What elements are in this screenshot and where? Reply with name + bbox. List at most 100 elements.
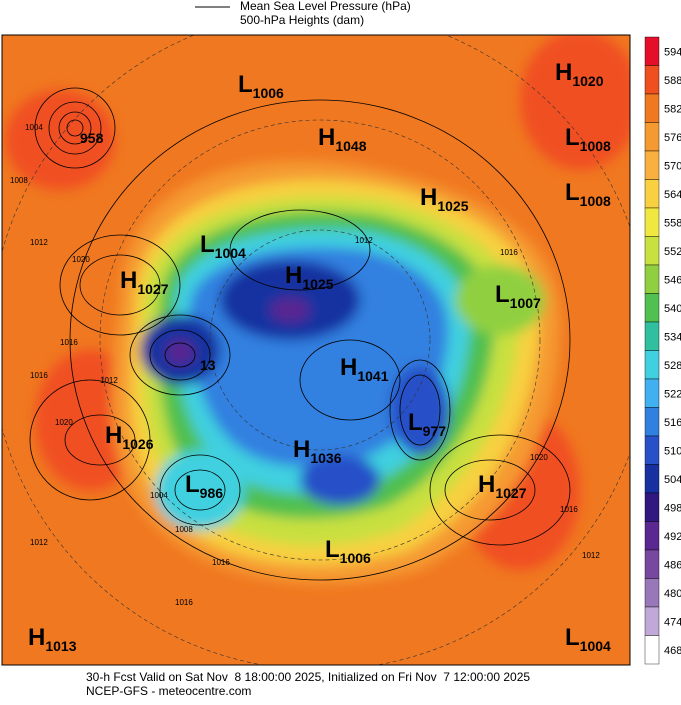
pressure-center: L986 xyxy=(185,471,223,501)
center-value: 1027 xyxy=(137,281,168,297)
isobars xyxy=(29,87,571,581)
contour-label: 1020 xyxy=(72,255,90,264)
pressure-center: L1006 xyxy=(238,71,284,101)
center-letter: H xyxy=(28,624,45,651)
colorbar-segment xyxy=(644,36,660,66)
contour-label: 1012 xyxy=(30,538,48,547)
colorbar-segment xyxy=(644,65,660,95)
center-letter: H xyxy=(285,262,302,289)
colorbar-label: 534 xyxy=(664,331,681,343)
pressure-center: H1048 xyxy=(318,124,367,154)
dynamic-layer: Mean Sea Level Pressure (hPa)500-hPa Hei… xyxy=(10,0,681,698)
colorbar-label: 480 xyxy=(664,588,681,600)
center-value: 1006 xyxy=(340,550,371,566)
center-value: 1013 xyxy=(45,638,76,654)
center-letter: L xyxy=(565,179,580,206)
contour-label: 1016 xyxy=(560,505,578,514)
center-value: 1008 xyxy=(580,193,611,209)
colorbar-label: 474 xyxy=(664,616,681,628)
footer-text: 30-h Fcst Valid on Sat Nov 8 18:00:00 20… xyxy=(86,670,530,684)
pressure-center: L1007 xyxy=(495,281,541,311)
map-frame xyxy=(1,34,631,666)
center-letter: H xyxy=(318,124,335,151)
center-value: 13 xyxy=(200,357,216,373)
colorbar-label: 468 xyxy=(664,645,681,657)
contour-label: 1008 xyxy=(175,525,193,534)
colorbar-segment xyxy=(644,635,660,665)
center-letter: H xyxy=(555,59,572,86)
center-value: 1025 xyxy=(437,198,468,214)
colorbar-label: 582 xyxy=(664,103,681,115)
colorbar-segment xyxy=(644,435,660,465)
colorbar-label: 576 xyxy=(664,132,681,144)
colorbar-label: 510 xyxy=(664,445,681,457)
center-value: 1008 xyxy=(580,138,611,154)
center-letter: L xyxy=(565,624,580,651)
contour-label: 1012 xyxy=(355,236,373,245)
center-value: 1025 xyxy=(302,276,333,292)
center-value: 1020 xyxy=(572,73,603,89)
contour-label: 1016 xyxy=(175,598,193,607)
pressure-center: H1020 xyxy=(555,59,604,89)
pressure-center: 13 xyxy=(200,357,216,373)
contour-label: 1016 xyxy=(212,558,230,567)
colorbar-segment xyxy=(644,492,660,522)
center-letter: H xyxy=(340,354,357,381)
pressure-center: L977 xyxy=(408,409,446,439)
map-field xyxy=(2,35,630,665)
colorbar-label: 546 xyxy=(664,274,681,286)
pressure-center: L1008 xyxy=(565,179,611,209)
colorbar-segment xyxy=(644,464,660,494)
pressure-center: L1004 xyxy=(565,624,611,654)
pressure-center: H1013 xyxy=(28,624,77,654)
colorbar-segment xyxy=(644,150,660,180)
colorbar-label: 504 xyxy=(664,474,681,486)
footer-text: NCEP-GFS - meteocentre.com xyxy=(86,684,251,698)
colorbar-label: 522 xyxy=(664,388,681,400)
pressure-center: H1041 xyxy=(340,354,389,384)
colorbar-label: 528 xyxy=(664,360,681,372)
center-value: 1048 xyxy=(335,138,366,154)
contour-label: 1012 xyxy=(582,551,600,560)
colorbar-segment xyxy=(644,293,660,323)
colorbar-segment xyxy=(644,350,660,380)
colorbar-segment xyxy=(644,407,660,437)
contour-label: 1012 xyxy=(100,376,118,385)
center-letter: L xyxy=(408,409,423,436)
contour-label: 1020 xyxy=(55,418,73,427)
colorbar-label: 540 xyxy=(664,303,681,315)
pressure-center: 958 xyxy=(80,130,104,146)
center-letter: H xyxy=(293,436,310,463)
center-letter: H xyxy=(105,422,122,449)
center-value: 1026 xyxy=(122,436,153,452)
colorbar-segment xyxy=(644,179,660,209)
center-value: 1004 xyxy=(215,245,246,261)
colorbar-segment xyxy=(644,578,660,608)
pressure-center: H1025 xyxy=(285,262,334,292)
contour-label: 1020 xyxy=(530,453,548,462)
center-letter: L xyxy=(200,231,215,258)
colorbar-label: 552 xyxy=(664,246,681,258)
colorbar-label: 516 xyxy=(664,417,681,429)
pressure-center: H1027 xyxy=(120,267,169,297)
center-letter: L xyxy=(238,71,253,98)
contour-label: 1016 xyxy=(500,248,518,257)
contour-label: 1004 xyxy=(150,491,168,500)
colorbar-label: 492 xyxy=(664,531,681,543)
center-letter: H xyxy=(120,267,137,294)
pressure-center: H1027 xyxy=(478,471,527,501)
colorbar-label: 588 xyxy=(664,75,681,87)
colorbar-label: 486 xyxy=(664,559,681,571)
center-value: 1027 xyxy=(495,485,526,501)
latitude-circles xyxy=(2,35,630,665)
pressure-center: H1026 xyxy=(105,422,154,452)
contour-label: 1016 xyxy=(60,338,78,347)
center-value: 986 xyxy=(200,485,224,501)
pressure-center: L1006 xyxy=(325,536,371,566)
center-letter: L xyxy=(325,536,340,563)
center-value: 1041 xyxy=(357,368,388,384)
contour-label: 1016 xyxy=(30,371,48,380)
colorbar-label: 594 xyxy=(664,46,681,58)
contour-label: 1012 xyxy=(30,238,48,247)
